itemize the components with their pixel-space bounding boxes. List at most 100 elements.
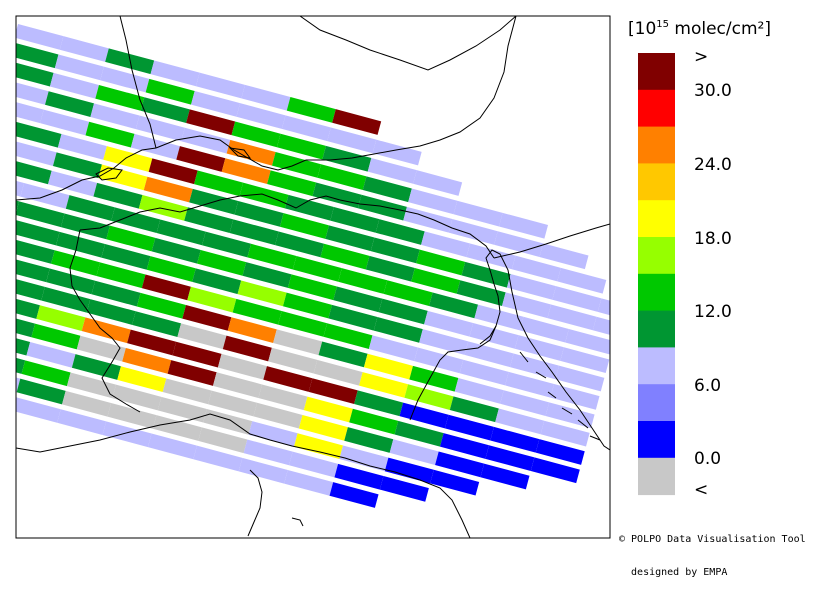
swath-pixel — [226, 139, 276, 166]
swath-pixel — [550, 384, 600, 410]
swath-pixel — [117, 366, 167, 393]
swath-pixel — [62, 390, 112, 417]
swath-pixel — [247, 243, 297, 270]
swath-pixel — [263, 366, 313, 392]
swath-pixel — [424, 310, 474, 337]
swath-pixel — [167, 360, 217, 386]
coastline-istria — [479, 325, 497, 345]
border-germany-czech — [299, 16, 517, 71]
swath-pixel — [148, 158, 198, 185]
swath-pixel — [145, 78, 195, 105]
swath-pixel — [187, 286, 237, 313]
swath-pixel — [411, 268, 461, 294]
swath-pixel — [557, 267, 607, 294]
swath-pixel — [0, 146, 6, 172]
swath-pixel — [95, 85, 145, 111]
swath-pixel — [85, 121, 135, 148]
swath-pixel — [539, 243, 589, 270]
swath-pixel — [540, 420, 590, 447]
swath-pixel — [16, 256, 50, 283]
swath-pixel — [143, 176, 193, 203]
swath-pixel — [383, 280, 433, 307]
swath-pixel — [100, 66, 150, 93]
swath-pixel — [505, 371, 555, 398]
swath-pixel — [514, 335, 564, 361]
swath-pixel — [333, 286, 383, 313]
legend-tick-label: 24.0 — [694, 155, 732, 175]
swath-pixel — [511, 255, 561, 282]
legend-color-bar — [638, 53, 675, 496]
swath-pixel — [286, 96, 336, 123]
border-france-switzerland — [16, 147, 157, 201]
swath-pixel — [16, 378, 66, 405]
swath-pixel — [241, 84, 291, 111]
swath-pixel — [357, 194, 407, 221]
swath-pixel — [298, 414, 348, 441]
border-switzerland-italy — [79, 193, 341, 231]
swath-pixel — [293, 433, 343, 460]
swath-pixel — [234, 201, 284, 227]
swath-pixel — [49, 72, 99, 99]
swath-pixel — [16, 97, 44, 124]
swath-pixel — [16, 109, 17, 136]
swath-pixel — [332, 109, 382, 135]
swath-pixel — [0, 49, 8, 75]
swath-pixel — [16, 42, 59, 69]
lake-constance — [228, 147, 252, 159]
swath-pixel — [231, 121, 281, 148]
swath-pixel — [57, 134, 107, 160]
swath-pixel — [182, 305, 232, 331]
swath-pixel — [453, 200, 503, 227]
swath-pixel — [330, 206, 380, 233]
swath-pixel — [93, 182, 143, 209]
swath-pixel — [592, 316, 610, 343]
coastline-elba — [291, 517, 304, 527]
swath-pixel — [303, 396, 353, 423]
swath-pixel — [373, 317, 423, 343]
swath-pixel — [193, 445, 243, 472]
swath-pixel — [208, 390, 258, 417]
swath-pixel — [16, 311, 36, 338]
swath-pixel — [105, 48, 155, 75]
swath-pixel — [229, 219, 279, 246]
swath-pixel — [379, 475, 429, 502]
swath-pixel — [232, 298, 282, 325]
swath-pixel — [292, 255, 342, 282]
swath-pixel — [55, 231, 106, 258]
swath-pixel — [494, 231, 544, 257]
swath-pixel — [191, 91, 241, 117]
legend-tick-label: 6.0 — [694, 376, 721, 396]
swath-pixel — [253, 402, 303, 429]
swath-pixel — [122, 347, 172, 374]
no2-map: [1015 molec/cm²] >30.0 24.0 18.0 12.0 6.0 0.0… — [0, 15, 771, 539]
legend-tick-label: 0.0 — [694, 449, 721, 469]
swath-pixel — [490, 426, 540, 453]
swath-pixel — [150, 60, 200, 87]
swath-pixel — [552, 286, 602, 312]
swath-pixel — [354, 390, 404, 417]
swath-pixel — [103, 146, 153, 172]
swath-pixel — [267, 170, 317, 197]
swath-pixel — [54, 54, 104, 81]
border-germany-austria — [306, 16, 517, 161]
swath-pixel — [90, 103, 140, 130]
swath-pixel — [140, 97, 190, 123]
swath-pixel — [16, 219, 60, 246]
swath-pixel — [52, 152, 102, 179]
swath-pixel — [404, 384, 454, 410]
swath-pixel — [221, 158, 271, 184]
swath-pixel — [408, 188, 458, 215]
legend-swatch-6-9 — [638, 347, 675, 385]
swath-pixel — [313, 359, 363, 386]
swath-pixel — [0, 244, 4, 270]
croatian-islands — [519, 351, 601, 441]
credit-line-2: designed by EMPA — [619, 567, 728, 578]
swath-pixel — [338, 268, 388, 294]
swath-pixel — [243, 439, 293, 466]
legend-swatch-12-15 — [638, 273, 675, 312]
swath-pixel — [101, 244, 151, 270]
swath-pixel — [530, 457, 580, 484]
swath-pixel — [323, 323, 373, 349]
swath-pixel — [367, 158, 417, 184]
lake-geneva — [95, 167, 123, 181]
